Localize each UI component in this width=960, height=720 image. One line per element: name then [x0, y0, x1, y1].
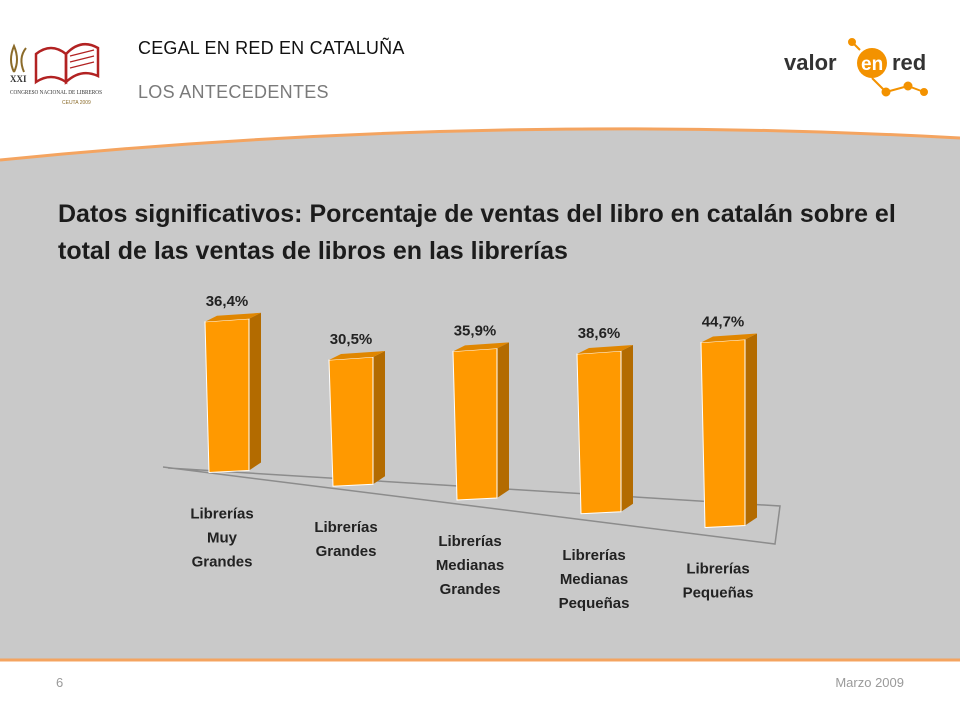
section-title: CEGAL EN RED EN CATALUÑA: [138, 38, 405, 58]
logo-line3: CEUTA 2009: [62, 100, 91, 106]
section-subtitle: LOS ANTECEDENTES: [138, 82, 329, 102]
open-book-icon: [34, 42, 100, 85]
footer-date: Marzo 2009: [835, 675, 904, 690]
valorenred-logo: valor en red: [784, 38, 928, 97]
logo-text-red: red: [892, 50, 926, 75]
network-nodes-icon: [848, 38, 928, 97]
logo-line2: CONGRESO NACIONAL DE LIBREROS: [10, 89, 102, 96]
logo-text-valor: valor: [784, 50, 837, 75]
logo-circle: [857, 48, 887, 78]
slide-title: Datos significativos: Porcentaje de vent…: [58, 200, 896, 265]
logo-text-en: en: [861, 54, 883, 75]
congreso-logo: XXI CONGRESO NACIONAL DE LIBREROS CEUTA …: [10, 42, 102, 106]
page-number: 6: [56, 675, 64, 690]
logo-line1: XXI: [10, 74, 27, 84]
laurel-icon: [10, 43, 27, 73]
panel-top-accent-line: [0, 127, 960, 162]
